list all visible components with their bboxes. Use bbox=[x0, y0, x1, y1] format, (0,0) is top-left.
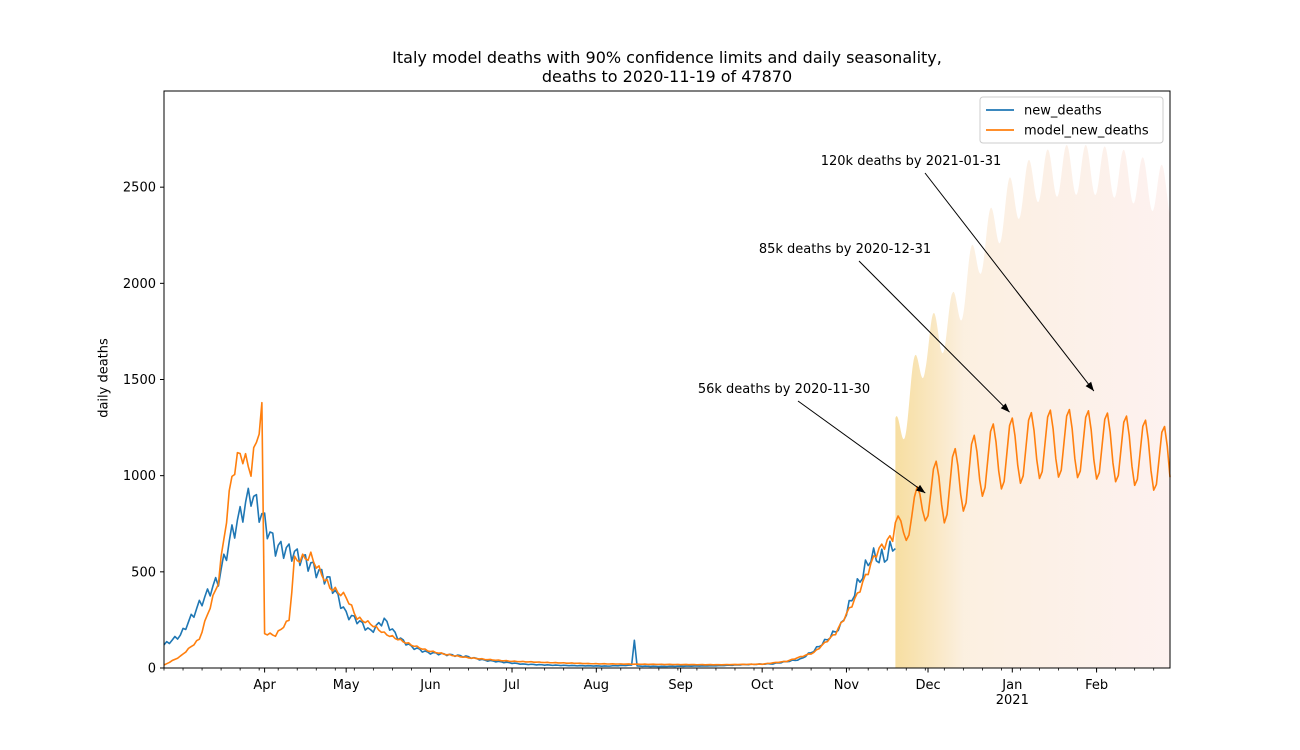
x-tick-label: Oct bbox=[751, 678, 773, 693]
legend-box bbox=[979, 96, 1164, 144]
y-tick-label: 500 bbox=[131, 565, 156, 580]
annotation-label: 120k deaths by 2021-01-31 bbox=[821, 154, 1002, 169]
annotation-arrowhead bbox=[1000, 403, 1010, 413]
y-tick-label: 2000 bbox=[123, 277, 156, 292]
y-tick-label: 1500 bbox=[123, 373, 156, 388]
x-tick-label: Aug bbox=[584, 678, 609, 693]
x-tick-label: May bbox=[333, 678, 360, 693]
series-line-model-new-deaths bbox=[163, 401, 1171, 666]
annotation-label: 85k deaths by 2020-12-31 bbox=[759, 242, 931, 257]
y-tick-label: 1000 bbox=[123, 469, 156, 484]
x-tick-label: Jun bbox=[419, 678, 440, 693]
confidence-band bbox=[895, 144, 1170, 669]
legend-label: new_deaths bbox=[1024, 104, 1102, 119]
x-tick-label: Dec bbox=[915, 678, 940, 693]
annotation-arrow bbox=[924, 172, 1095, 392]
x-tick-label: Nov bbox=[834, 678, 860, 693]
annotation-arrow bbox=[858, 260, 1010, 413]
x-tick-label: Jan bbox=[1001, 678, 1022, 693]
x-tick-label: Apr bbox=[253, 678, 276, 693]
x-tick-label: Sep bbox=[668, 678, 693, 693]
series-line-new-deaths bbox=[163, 487, 896, 668]
x-tick-sublabel: 2021 bbox=[996, 693, 1029, 708]
annotation-label: 56k deaths by 2020-11-30 bbox=[698, 382, 870, 397]
annotation-arrowhead bbox=[915, 484, 926, 493]
chart-title-line-1: Italy model deaths with 90% confidence l… bbox=[392, 48, 942, 67]
annotation-arrow bbox=[797, 400, 926, 494]
annotation-arrowhead bbox=[1085, 381, 1094, 392]
y-tick-label: 0 bbox=[148, 662, 156, 677]
x-tick-label: Jul bbox=[503, 678, 520, 693]
y-tick-label: 2500 bbox=[123, 181, 156, 196]
chart-title-line-2: deaths to 2020-11-19 of 47870 bbox=[541, 67, 793, 86]
legend-label: model_new_deaths bbox=[1024, 124, 1149, 139]
x-tick-label: Feb bbox=[1085, 678, 1108, 693]
